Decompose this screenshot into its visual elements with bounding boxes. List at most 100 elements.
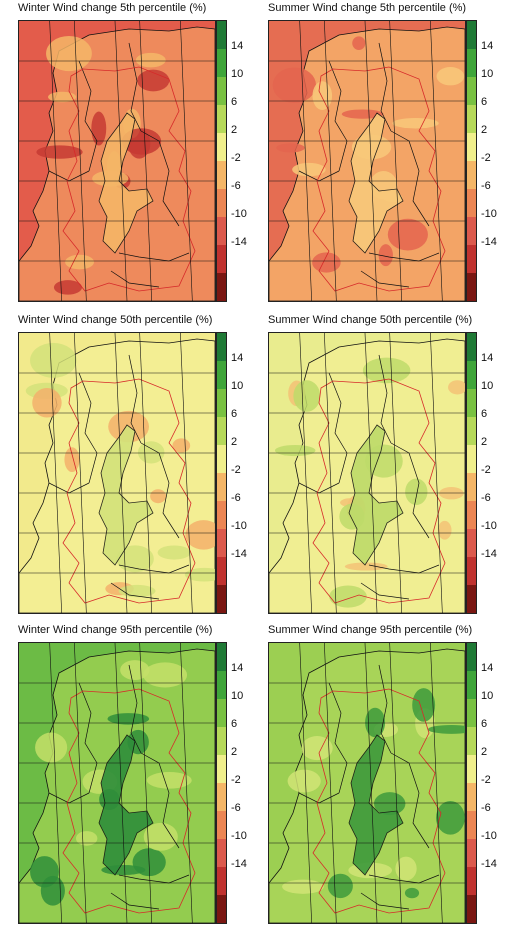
- country-border: [128, 42, 142, 132]
- country-border: [360, 582, 410, 600]
- value-patch: [344, 562, 388, 571]
- grid-meridian: [324, 333, 337, 613]
- colorbar-segment: [467, 585, 476, 613]
- panel-title: Summer Wind change 50th percentile (%): [268, 314, 473, 326]
- colorbar-label: 6: [481, 96, 488, 108]
- colorbar-segment: [217, 867, 226, 895]
- country-border: [140, 442, 180, 539]
- country-border: [140, 752, 180, 849]
- value-patch: [116, 545, 154, 573]
- country-border: [360, 270, 410, 288]
- grid-meridian: [139, 21, 152, 301]
- colorbar-label: -10: [481, 208, 497, 220]
- wind-change-map: [268, 20, 466, 302]
- colorbar-segment: [217, 783, 226, 811]
- country-border: [378, 354, 392, 444]
- value-patch: [387, 218, 428, 251]
- value-patch: [405, 478, 428, 506]
- colorbar-segment: [217, 389, 226, 417]
- colorbar-label: -14: [231, 858, 247, 870]
- value-patch: [287, 769, 321, 793]
- colorbar: [466, 642, 477, 924]
- colorbar-segment: [217, 361, 226, 389]
- colorbar-label: 6: [231, 408, 238, 420]
- colorbar-label: -2: [481, 464, 491, 476]
- country-border: [140, 130, 180, 227]
- colorbar-label: 14: [481, 352, 494, 364]
- colorbar-segment: [467, 727, 476, 755]
- country-border: [118, 252, 190, 262]
- colorbar-label: -10: [231, 830, 247, 842]
- grid-meridian: [180, 643, 193, 923]
- colorbar-label: -2: [231, 152, 241, 164]
- colorbar-segment: [467, 161, 476, 189]
- colorbar-segment: [217, 755, 226, 783]
- grid-meridian: [114, 21, 128, 301]
- value-patch: [172, 438, 191, 453]
- domain-boundary: [312, 378, 446, 604]
- colorbar-segment: [467, 105, 476, 133]
- value-patch: [327, 873, 353, 899]
- map-svg: [19, 21, 215, 301]
- colorbar: [466, 332, 477, 614]
- colorbar-segment: [217, 105, 226, 133]
- country-border: [328, 60, 348, 172]
- value-patch: [293, 380, 321, 412]
- value-patch: [437, 520, 452, 540]
- grid-meridian: [74, 21, 87, 301]
- country-border: [78, 682, 98, 794]
- colorbar-label: 2: [481, 746, 488, 758]
- grid-meridian: [430, 643, 443, 923]
- country-border: [78, 372, 98, 484]
- colorbar-segment: [217, 895, 226, 923]
- colorbar-segment: [467, 671, 476, 699]
- colorbar-label: -10: [231, 520, 247, 532]
- colorbar-label: -6: [481, 180, 491, 192]
- colorbar-segment: [217, 473, 226, 501]
- country-border: [368, 564, 440, 574]
- colorbar-segment: [467, 473, 476, 501]
- colorbar-segment: [467, 501, 476, 529]
- colorbar-label: 14: [231, 662, 244, 674]
- value-patch: [329, 585, 367, 608]
- value-patch: [412, 688, 436, 722]
- country-border: [378, 42, 392, 132]
- colorbar-segment: [217, 585, 226, 613]
- domain-boundary: [62, 688, 196, 914]
- value-patch: [75, 831, 98, 846]
- value-patch: [185, 520, 215, 550]
- colorbar-segment: [467, 21, 476, 49]
- colorbar-segment: [467, 333, 476, 361]
- country-border: [118, 564, 190, 574]
- colorbar-label: -6: [481, 492, 491, 504]
- colorbar-segment: [217, 333, 226, 361]
- colorbar-segment: [217, 77, 226, 105]
- value-patch: [392, 118, 439, 129]
- value-patch: [46, 35, 92, 72]
- colorbar-label: -2: [481, 774, 491, 786]
- value-patch: [184, 567, 215, 582]
- grid-meridian: [299, 21, 312, 301]
- value-patch: [436, 67, 465, 86]
- value-patch: [137, 69, 170, 92]
- value-patch: [404, 887, 420, 899]
- value-patch: [36, 145, 83, 159]
- colorbar-label: 14: [481, 662, 494, 674]
- value-patch: [30, 342, 77, 378]
- map-svg: [269, 21, 465, 301]
- colorbar-segment: [467, 755, 476, 783]
- value-patch: [143, 822, 178, 851]
- grid-meridian: [364, 643, 378, 923]
- colorbar-segment: [217, 49, 226, 77]
- value-patch: [427, 724, 465, 734]
- grid-meridian: [364, 333, 378, 613]
- colorbar-segment: [217, 245, 226, 273]
- colorbar-segment: [217, 445, 226, 473]
- grid-meridian: [49, 643, 62, 923]
- grid-meridian: [389, 643, 402, 923]
- colorbar-label: -6: [231, 802, 241, 814]
- colorbar-label: 14: [231, 40, 244, 52]
- colorbar-segment: [467, 529, 476, 557]
- wind-change-map: [18, 20, 216, 302]
- country-border: [378, 664, 392, 754]
